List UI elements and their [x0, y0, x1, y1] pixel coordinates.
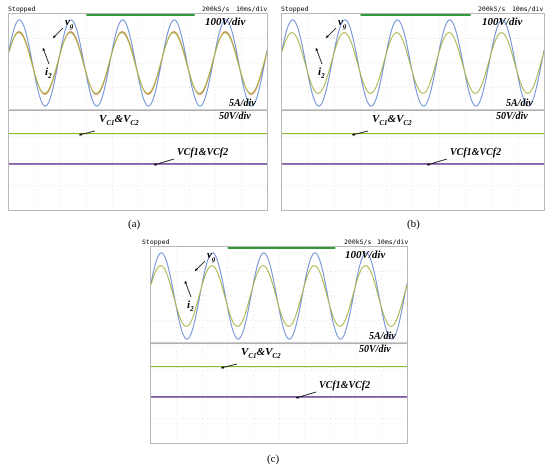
current-scale-label: 5A/div — [369, 331, 396, 342]
vc-label-amp: & — [387, 113, 397, 125]
vcf-arrow-head — [296, 395, 299, 399]
status-text: Stopped — [142, 238, 170, 246]
i2-label: i2 — [45, 66, 52, 80]
vcf-label: VCf1&VCf2 — [450, 147, 502, 158]
i2-arrow-head — [315, 48, 319, 51]
voltage-scale-label: 100V/div — [205, 16, 246, 28]
vcf-label: VCf1&VCf2 — [319, 380, 371, 391]
current-scale-label: 5A/div — [506, 98, 533, 109]
i2-label-main: i — [45, 66, 49, 78]
i2-arrow-head — [42, 48, 46, 51]
panel-c: Stopped 200kS/s 10ms/div vg i2 100V/div 5A/… — [137, 234, 413, 469]
scope-traces — [9, 14, 267, 210]
i2-arrow — [42, 47, 50, 65]
status-text: Stopped — [281, 5, 309, 13]
vc-label: VC1&VC2 — [241, 346, 281, 360]
oscilloscope-screen: vg i2 100V/div 5A/div 50V/div VC1&VC2 VCf1&VCf… — [150, 246, 408, 444]
vc-label-v2: V — [265, 346, 273, 358]
vg-label-sub: g — [69, 22, 74, 31]
i2-label-sub: 2 — [321, 72, 325, 81]
vg-arrow-head — [326, 35, 329, 38]
vcf-arrow — [295, 391, 317, 399]
current-scale-label: 5A/div — [229, 98, 256, 109]
i2-arrow — [315, 47, 323, 65]
i2-label-sub: 2 — [190, 305, 194, 314]
vg-label: vg — [207, 249, 215, 263]
vcf-arrow-head — [154, 162, 157, 166]
vc-label-amp: & — [114, 113, 124, 125]
vg-label: vg — [338, 16, 346, 30]
figure-caption: (a) — [128, 218, 141, 230]
vc-arrow — [351, 130, 369, 136]
vg-label-sub: g — [342, 22, 347, 31]
vg-label-main: v — [338, 16, 343, 28]
dc-scale-label: 50V/div — [219, 111, 251, 122]
vc-arrow — [78, 130, 96, 136]
oscilloscope-screen: vg i2 100V/div 5A/div 50V/div VC1&VC2 VCf1&VCf… — [8, 13, 268, 211]
status-text: Stopped — [8, 5, 36, 13]
panel-b: Stopped 200kS/s 10ms/div vg i2 100V/div 5A/… — [275, 0, 550, 235]
vc-label-amp: & — [256, 346, 266, 358]
timebase-text: 10ms/div — [236, 5, 268, 13]
rate-text: 200kS/s — [344, 238, 372, 246]
voltage-scale-label: 100V/div — [482, 16, 523, 28]
vc-label: VC1&VC2 — [372, 113, 412, 127]
voltage-scale-label: 100V/div — [345, 249, 386, 261]
vc-label-v1: V — [372, 113, 380, 125]
vc-arrow-head — [221, 365, 224, 369]
figure-caption: (c) — [267, 453, 280, 465]
vg-arrow-head — [195, 268, 198, 271]
rate-text: 200kS/s — [202, 5, 230, 13]
vg-arrow-head — [53, 35, 56, 38]
vc-label-v1: V — [99, 113, 107, 125]
dc-scale-label: 50V/div — [496, 111, 528, 122]
rate-text: 200kS/s — [478, 5, 506, 13]
vc-arrow-head — [352, 132, 355, 136]
i2-arrow-head — [184, 281, 188, 284]
vcf-arrow — [426, 158, 448, 166]
timebase-text: 10ms/div — [377, 238, 409, 246]
vc-arrow — [220, 363, 238, 369]
vcf-label: VCf1&VCf2 — [177, 147, 229, 158]
vg-label-sub: g — [211, 255, 216, 264]
i2-trace — [9, 32, 267, 94]
vg-label-main: v — [207, 249, 212, 261]
i2-trace — [282, 32, 544, 94]
scope-traces — [282, 14, 544, 210]
vcf-arrow — [153, 158, 175, 166]
figure-caption: (b) — [407, 218, 420, 230]
scope-grid — [9, 14, 267, 210]
vc-label-v2: V — [123, 113, 131, 125]
dc-scale-label: 50V/div — [359, 344, 391, 355]
i2-label-main: i — [187, 299, 191, 311]
vc-label-v2: V — [396, 113, 404, 125]
i2-label-main: i — [318, 66, 322, 78]
i2-label: i2 — [318, 66, 325, 80]
timebase-text: 10ms/div — [512, 5, 544, 13]
vg-label: vg — [65, 16, 73, 30]
vc-label: VC1&VC2 — [99, 113, 139, 127]
oscilloscope-screen: vg i2 100V/div 5A/div 50V/div VC1&VC2 VCf1&VCf… — [281, 13, 545, 211]
i2-arrow — [184, 280, 192, 298]
vc-label-sub2: C2 — [272, 352, 281, 361]
scope-grid — [151, 247, 407, 443]
vc-label-sub2: C2 — [130, 119, 139, 128]
i2-trace — [151, 265, 407, 327]
scope-traces — [151, 247, 407, 443]
vg-label-main: v — [65, 16, 70, 28]
panel-a: Stopped 200kS/s 10ms/div vg i2 100V/div 5A/… — [0, 0, 275, 235]
vcf-arrow-head — [427, 162, 430, 166]
vc-arrow-head — [79, 132, 82, 136]
vc-label-sub1: C1 — [106, 119, 115, 128]
vc-label-v1: V — [241, 346, 249, 358]
vc-label-sub2: C2 — [403, 119, 412, 128]
vc-label-sub1: C1 — [379, 119, 388, 128]
scope-grid — [282, 14, 544, 210]
vc-label-sub1: C1 — [248, 352, 257, 361]
i2-label: i2 — [187, 299, 194, 313]
i2-label-sub: 2 — [48, 72, 52, 81]
